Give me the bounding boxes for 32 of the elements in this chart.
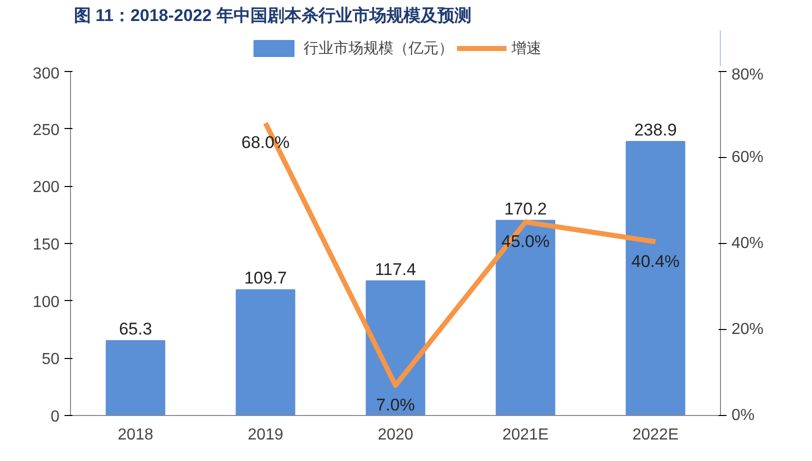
y-tick-label: 300	[32, 66, 60, 82]
y2-tick-label: 0%	[732, 407, 755, 424]
data-label: 40.4%	[631, 252, 680, 271]
x-tick-label: 2020	[378, 426, 414, 444]
bar	[496, 220, 556, 416]
y-tick-label: 50	[42, 351, 60, 368]
y2-tick-label: 20%	[732, 321, 764, 338]
x-tick-label: 2018	[118, 426, 154, 444]
y2-tick-label: 40%	[732, 235, 764, 252]
x-tick-label: 2019	[248, 426, 284, 444]
bar	[626, 141, 686, 416]
data-label: 117.4	[374, 260, 416, 279]
y-tick-label: 0	[50, 408, 60, 426]
data-label: 238.9	[634, 120, 677, 140]
y2-tick-label: 80%	[732, 66, 764, 84]
y-tick-label: 200	[32, 179, 60, 196]
y2-tick-label: 60%	[732, 149, 764, 166]
x-tick-label: 2021E	[502, 426, 549, 444]
bar	[366, 280, 426, 416]
chart-title: 图 11：2018-2022 年中国剧本杀行业市场规模及预测	[74, 6, 472, 25]
data-label: 7.0%	[376, 395, 415, 414]
y-tick-label: 250	[32, 122, 60, 139]
data-label: 65.3	[118, 320, 152, 339]
data-label: 109.7	[244, 268, 287, 288]
bar	[236, 289, 296, 416]
x-tick-label: 2022E	[632, 426, 679, 444]
y-tick-label: 100	[32, 294, 60, 311]
bar	[106, 340, 166, 416]
data-label: 170.2	[504, 199, 547, 218]
legend-label: 行业市场规模（亿元）	[304, 38, 454, 58]
y-tick-label: 150	[32, 236, 60, 254]
legend-label: 增速	[512, 38, 542, 58]
